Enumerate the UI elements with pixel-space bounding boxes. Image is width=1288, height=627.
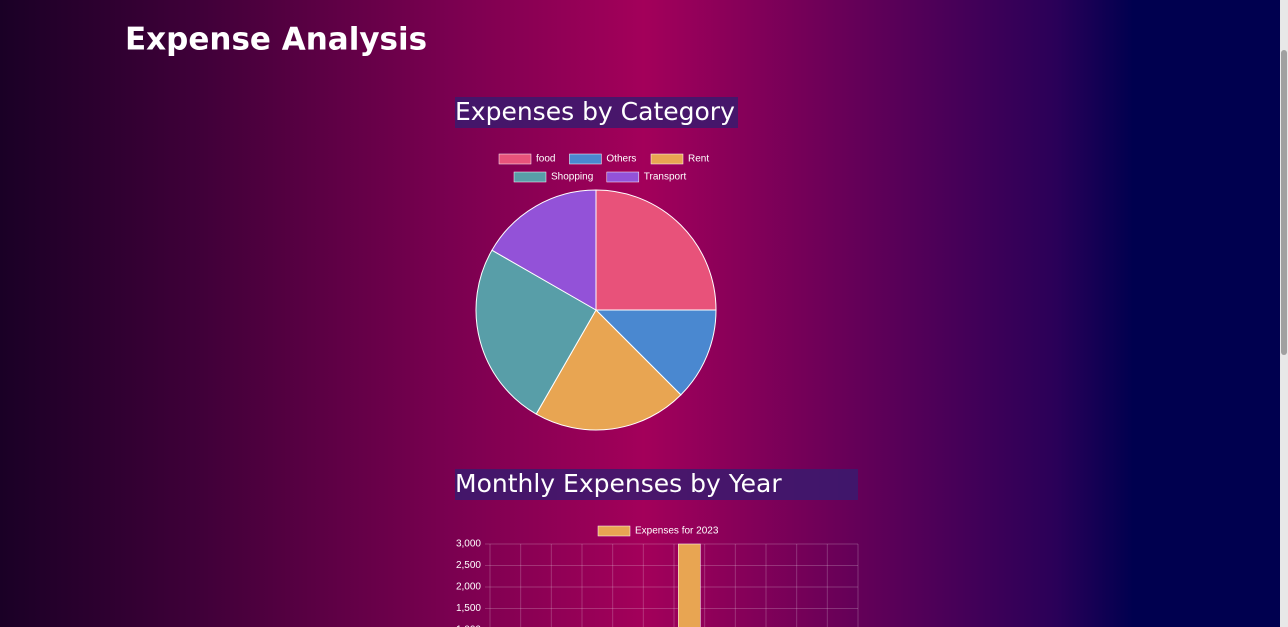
y-tick-label: 1,500 bbox=[456, 603, 481, 614]
y-tick-label: 2,000 bbox=[456, 582, 481, 593]
legend-swatch bbox=[597, 525, 631, 537]
pie-slice bbox=[594, 309, 717, 396]
legend-label: Shopping bbox=[551, 172, 593, 183]
y-tick-label: 3,000 bbox=[456, 539, 481, 550]
legend-swatch bbox=[650, 153, 684, 165]
heading-box bbox=[455, 97, 738, 128]
section-heading: Monthly Expenses by Year bbox=[455, 469, 782, 498]
pie-slice bbox=[475, 249, 597, 415]
bar bbox=[678, 543, 701, 627]
legend-label: Others bbox=[606, 154, 636, 165]
legend-label: Expenses for 2023 bbox=[635, 526, 719, 537]
pie-slice bbox=[535, 309, 682, 431]
heading-box bbox=[455, 469, 858, 500]
legend-label: food bbox=[536, 154, 555, 165]
legend-swatch bbox=[606, 171, 640, 183]
y-tick-label: 2,500 bbox=[456, 560, 481, 571]
legend-swatch bbox=[569, 153, 602, 165]
scrollbar-thumb[interactable] bbox=[1281, 50, 1287, 355]
legend-swatch bbox=[498, 153, 532, 165]
pie-slice bbox=[491, 189, 597, 311]
section-heading: Expenses by Category bbox=[455, 97, 735, 126]
y-tick-label: 1,000 bbox=[456, 625, 481, 627]
pie-slice bbox=[595, 189, 717, 311]
legend-label: Rent bbox=[688, 154, 709, 165]
legend-swatch bbox=[513, 171, 547, 183]
legend-label: Transport bbox=[644, 172, 687, 183]
page-title: Expense Analysis bbox=[125, 22, 427, 58]
